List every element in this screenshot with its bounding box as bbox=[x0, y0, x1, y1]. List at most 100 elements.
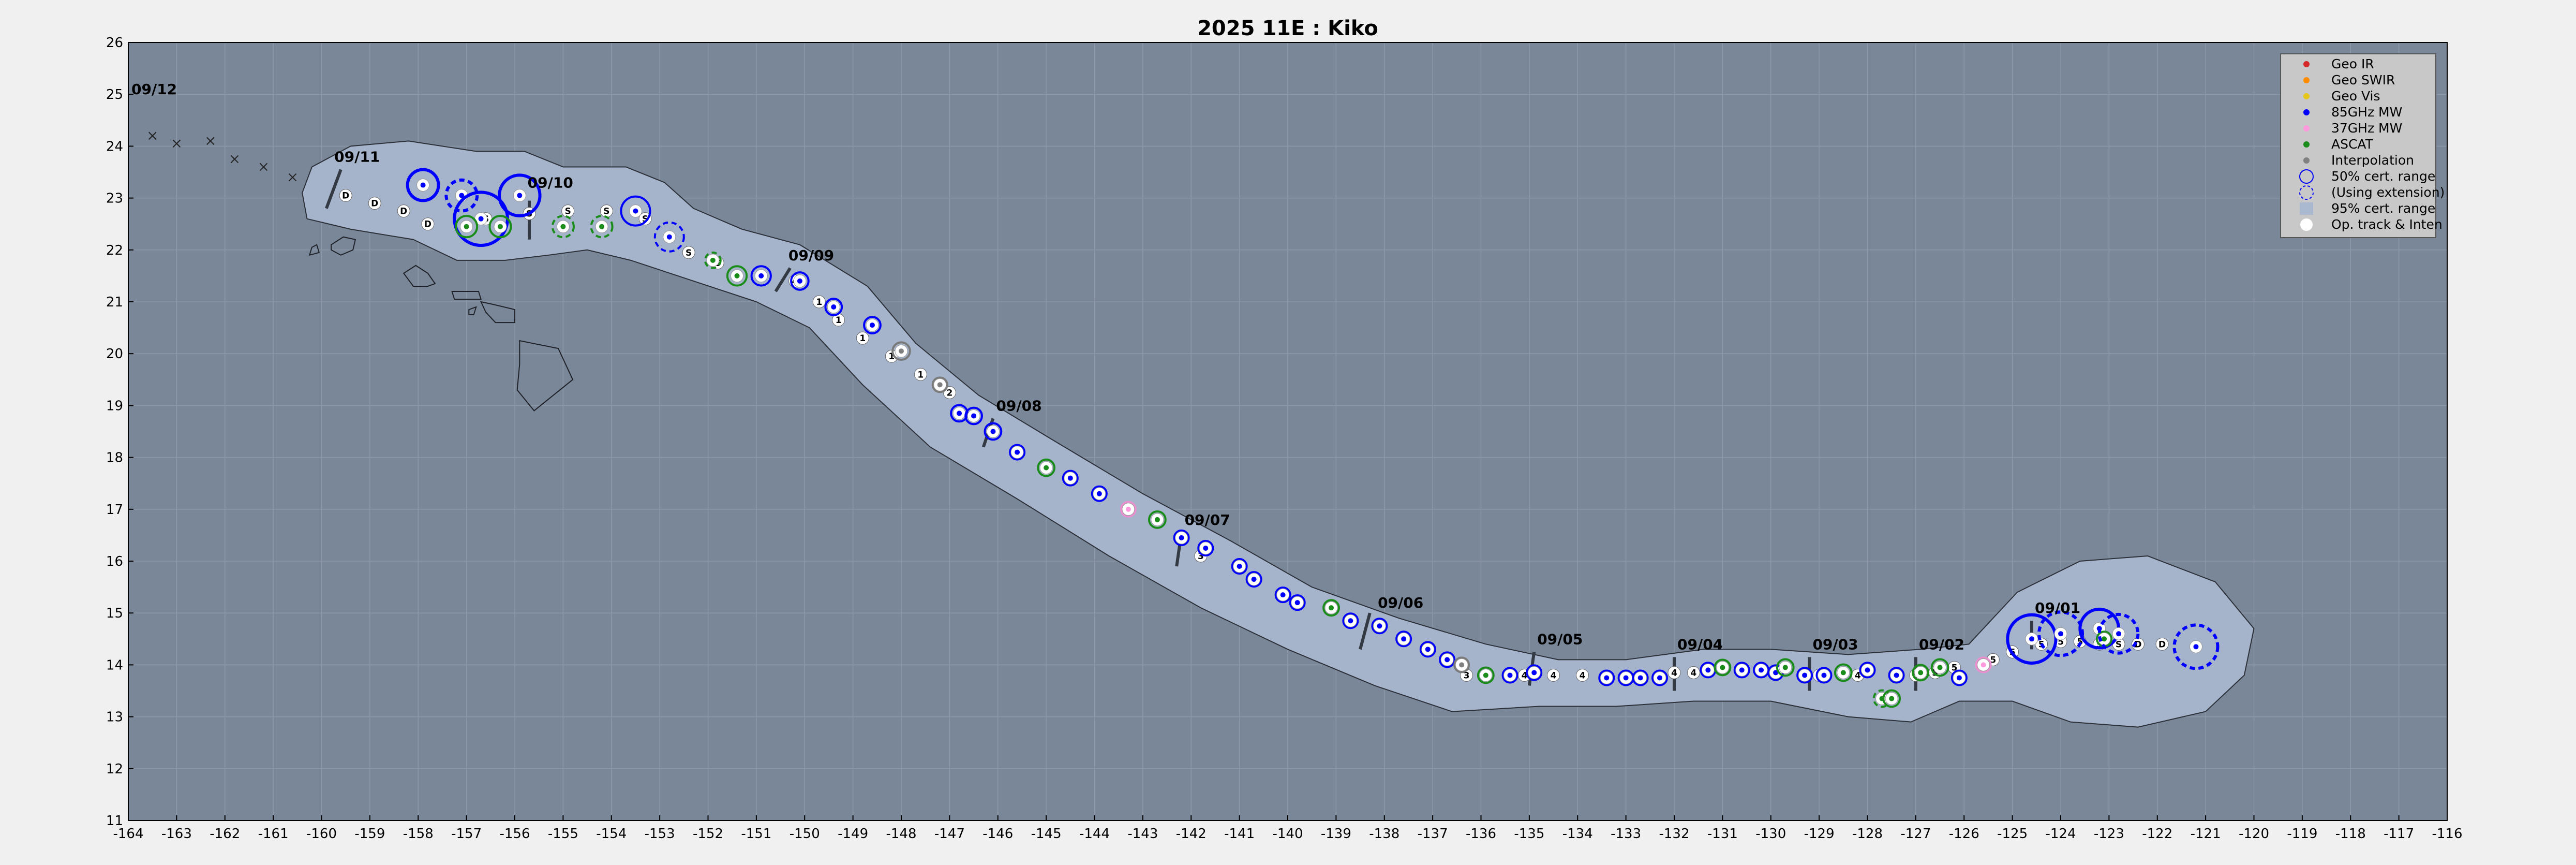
fix-point-59 bbox=[1894, 672, 1899, 678]
legend-label-8: (Using extension) bbox=[2331, 185, 2445, 200]
fix-point-40 bbox=[1483, 672, 1488, 678]
op-track-point-0 bbox=[339, 189, 352, 202]
op-track-label-36: S bbox=[2116, 639, 2122, 650]
legend-label-10: Op. track & Inten bbox=[2331, 217, 2443, 232]
op-track-label-9: S bbox=[686, 248, 692, 258]
x-tick-label-23: -141 bbox=[1224, 826, 1255, 842]
y-tick-label-0: 11 bbox=[106, 813, 123, 829]
fix-point-24 bbox=[1096, 491, 1102, 496]
fix-range-11 bbox=[726, 265, 748, 287]
fix-point-9 bbox=[666, 234, 672, 240]
fix-point-29 bbox=[1237, 564, 1242, 569]
fix-range-16 bbox=[891, 341, 911, 361]
fix-range-14 bbox=[824, 298, 843, 316]
fix-point-22 bbox=[1044, 465, 1049, 471]
x-tick-label-6: -158 bbox=[403, 826, 434, 842]
op-track-label-0: D bbox=[342, 191, 349, 201]
legend-symbol bbox=[2303, 109, 2310, 115]
fix-point-8 bbox=[633, 208, 638, 214]
fix-point-56 bbox=[1865, 667, 1870, 673]
x-tick-label-1: -163 bbox=[161, 826, 192, 842]
op-track-label-16: 1 bbox=[917, 370, 924, 380]
fix-range-63 bbox=[1975, 656, 1992, 673]
y-tick-label-8: 19 bbox=[106, 398, 123, 414]
remnant-cross-5 bbox=[288, 173, 297, 182]
remnant-cross-0 bbox=[148, 131, 157, 140]
fix-point-65 bbox=[2058, 631, 2063, 637]
fix-point-6 bbox=[560, 224, 566, 229]
fix-point-68 bbox=[2116, 631, 2122, 637]
y-tick-label-10: 21 bbox=[106, 295, 123, 310]
op-track-label-29: 5 bbox=[1952, 663, 1958, 673]
fix-point-15 bbox=[869, 322, 875, 328]
x-tick-label-46: -118 bbox=[2335, 826, 2366, 842]
fix-point-43 bbox=[1604, 675, 1610, 681]
x-tick-label-8: -156 bbox=[499, 826, 530, 842]
x-tick-label-19: -145 bbox=[1031, 826, 1062, 842]
y-tick-label-2: 13 bbox=[106, 710, 123, 725]
legend-symbol bbox=[2300, 218, 2313, 231]
fix-range-69 bbox=[2172, 623, 2220, 670]
x-tick-label-43: -121 bbox=[2191, 826, 2221, 842]
legend-item-6: Interpolation bbox=[2303, 153, 2414, 168]
fix-range-12 bbox=[750, 265, 772, 287]
fix-point-21 bbox=[1015, 449, 1020, 455]
x-tick-label-21: -143 bbox=[1127, 826, 1158, 842]
fix-point-25 bbox=[1125, 506, 1131, 512]
fix-point-52 bbox=[1782, 665, 1788, 670]
legend-item-1: Geo SWIR bbox=[2303, 72, 2395, 87]
fix-point-38 bbox=[1445, 657, 1450, 663]
fix-point-55 bbox=[1840, 670, 1846, 676]
fix-point-62 bbox=[1956, 675, 1962, 681]
op-track-label-3: D bbox=[424, 219, 431, 230]
legend-symbol bbox=[2299, 169, 2314, 184]
legend-label-5: ASCAT bbox=[2331, 137, 2374, 152]
fix-range-54 bbox=[1815, 667, 1833, 684]
fix-point-63 bbox=[1981, 662, 1986, 668]
fix-point-28 bbox=[1203, 545, 1209, 551]
x-tick-label-29: -135 bbox=[1514, 826, 1544, 842]
fix-range-55 bbox=[1834, 663, 1853, 682]
x-tick-label-0: -164 bbox=[113, 826, 143, 842]
fix-range-23 bbox=[1062, 470, 1079, 487]
x-tick-label-39: -125 bbox=[1997, 826, 2028, 842]
x-tick-label-20: -144 bbox=[1079, 826, 1110, 842]
fix-range-6 bbox=[551, 215, 575, 239]
legend-label-6: Interpolation bbox=[2331, 153, 2414, 168]
fix-point-7 bbox=[599, 224, 605, 229]
fix-point-19 bbox=[971, 413, 977, 419]
y-tick-label-6: 17 bbox=[106, 502, 123, 518]
x-tick-label-10: -154 bbox=[596, 826, 627, 842]
fix-point-20 bbox=[990, 429, 996, 434]
fix-range-29 bbox=[1231, 558, 1248, 575]
fix-range-30 bbox=[1245, 571, 1262, 588]
op-track-label-19: 3 bbox=[1464, 670, 1470, 681]
fix-point-60 bbox=[1918, 670, 1924, 676]
op-track-label-24: 4 bbox=[1690, 668, 1696, 678]
y-tick-label-11: 22 bbox=[106, 243, 123, 258]
fix-point-26 bbox=[1154, 517, 1160, 522]
legend-label-4: 37GHz MW bbox=[2331, 121, 2402, 136]
fix-range-68 bbox=[2097, 612, 2140, 655]
x-tick-label-7: -157 bbox=[451, 826, 482, 842]
date-label-9: 09/03 bbox=[1812, 636, 1858, 653]
fix-point-0 bbox=[420, 182, 426, 188]
fix-point-11 bbox=[734, 273, 740, 278]
x-tick-label-5: -159 bbox=[354, 826, 385, 842]
fix-point-33 bbox=[1329, 605, 1334, 611]
fix-range-19 bbox=[964, 406, 983, 426]
x-tick-label-11: -153 bbox=[645, 826, 675, 842]
op-track-point-23 bbox=[1667, 666, 1681, 679]
date-label-6: 09/06 bbox=[1378, 594, 1423, 611]
fix-point-50 bbox=[1759, 667, 1764, 673]
op-track-label-6: S bbox=[565, 207, 571, 217]
op-track-label-21: 4 bbox=[1551, 670, 1557, 681]
legend-symbol bbox=[2303, 125, 2310, 131]
op-track-point-24 bbox=[1687, 666, 1700, 679]
fix-range-37 bbox=[1419, 641, 1436, 658]
fix-range-43 bbox=[1598, 669, 1615, 686]
fix-range-45 bbox=[1632, 669, 1649, 686]
fix-range-61 bbox=[1930, 658, 1949, 677]
cross-stroke-b bbox=[206, 137, 215, 145]
fix-point-10 bbox=[710, 257, 716, 263]
